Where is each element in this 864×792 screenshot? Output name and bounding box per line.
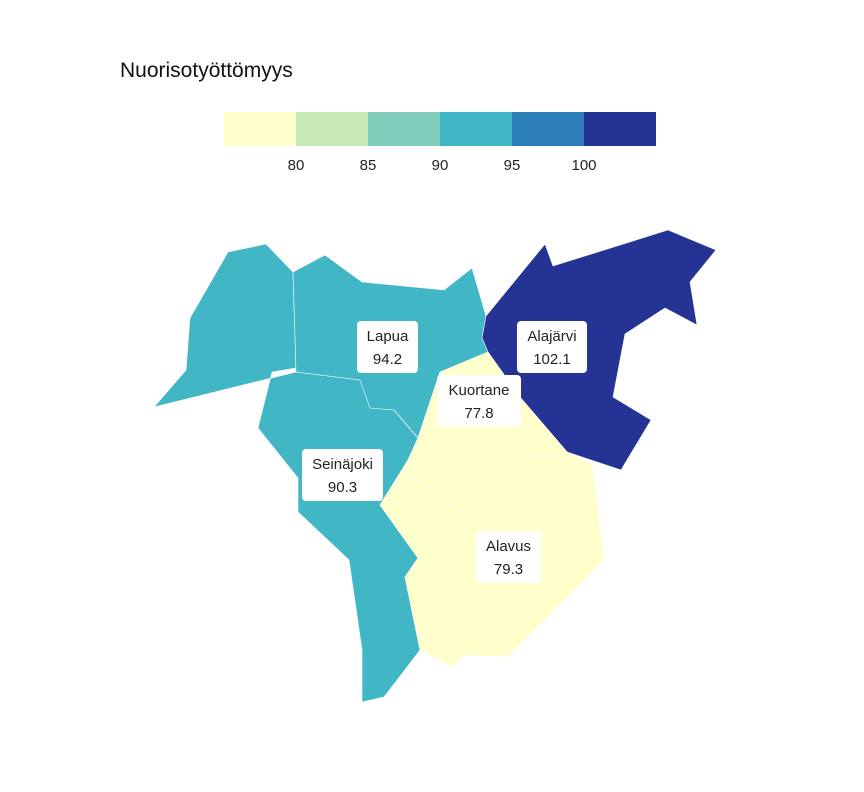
map-title: Nuorisotyöttömyys	[120, 59, 293, 82]
label-seinajoki: Seinäjoki 90.3	[302, 449, 383, 501]
legend-swatch-4	[440, 112, 512, 146]
label-seinajoki-value: 90.3	[328, 479, 357, 496]
label-lapua-name: Lapua	[367, 328, 409, 345]
legend: 80 85 90 95 100	[224, 112, 656, 174]
label-kuortane: Kuortane 77.8	[437, 375, 521, 427]
label-alavus-name: Alavus	[486, 538, 531, 555]
label-alavus: Alavus 79.3	[476, 531, 541, 583]
label-alajarvi-name: Alajärvi	[527, 328, 576, 345]
label-alajarvi: Alajärvi 102.1	[517, 321, 587, 373]
legend-swatch-6	[584, 112, 656, 146]
legend-swatch-5	[512, 112, 584, 146]
legend-tick-90: 90	[432, 157, 449, 174]
label-lapua-value: 94.2	[373, 351, 402, 368]
legend-tick-100: 100	[571, 157, 596, 174]
label-seinajoki-name: Seinäjoki	[312, 456, 373, 473]
regions	[153, 229, 717, 703]
legend-swatch-1	[224, 112, 296, 146]
legend-swatch-3	[368, 112, 440, 146]
label-kuortane-value: 77.8	[464, 405, 493, 422]
label-kuortane-name: Kuortane	[449, 382, 510, 399]
legend-tick-95: 95	[504, 157, 521, 174]
legend-swatch-2	[296, 112, 368, 146]
legend-tick-80: 80	[288, 157, 305, 174]
label-lapua: Lapua 94.2	[357, 321, 418, 373]
label-alajarvi-value: 102.1	[533, 351, 571, 368]
label-alavus-value: 79.3	[494, 561, 523, 578]
legend-tick-85: 85	[360, 157, 377, 174]
region-labels: Lapua 94.2 Alajärvi 102.1 Kuortane 77.8 …	[302, 321, 587, 583]
